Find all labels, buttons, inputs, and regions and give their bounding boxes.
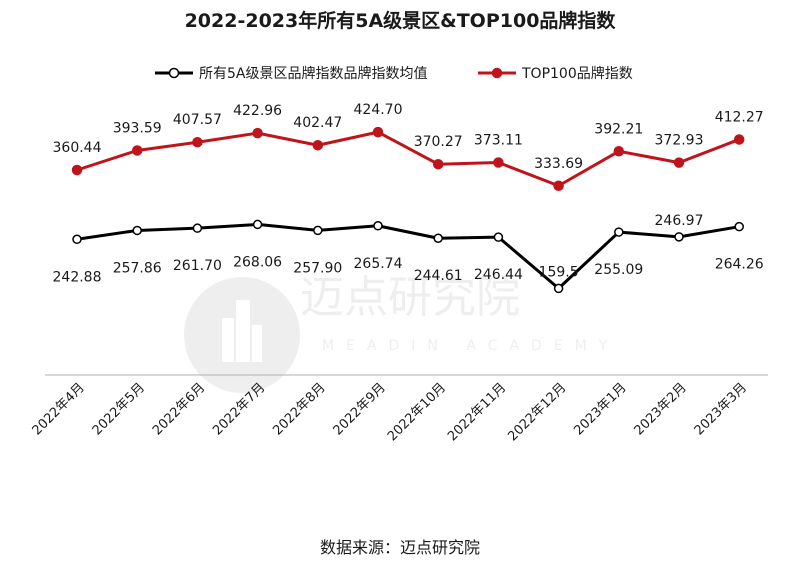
data-point (192, 223, 203, 233)
legend-marker (491, 67, 503, 79)
data-label: 255.09 (594, 262, 643, 278)
data-point (373, 221, 383, 231)
x-tick-label: 2023年2月 (632, 380, 690, 438)
data-point (613, 146, 625, 157)
data-point (312, 139, 324, 151)
data-label: 372.93 (655, 133, 704, 149)
data-point (733, 134, 745, 145)
data-label: 370.27 (414, 134, 463, 150)
data-point (432, 158, 444, 170)
legend-marker (168, 67, 180, 79)
legend: 所有5A级景区品牌指数品牌指数均值 TOP100品牌指数 (155, 65, 633, 82)
data-label: 159.5 (539, 264, 579, 280)
data-label: 333.69 (534, 156, 583, 172)
watermark-circle (184, 277, 300, 393)
watermark-logo: 迈点研究院 MEADIN ACADEMY (184, 272, 619, 393)
watermark-text: 迈点研究院 (300, 272, 520, 323)
data-label: 261.70 (173, 258, 222, 274)
x-tick-label: 2022年8月 (270, 380, 328, 438)
data-point (132, 225, 142, 236)
data-label: 373.11 (474, 133, 523, 149)
data-point (673, 157, 685, 168)
data-label: 264.26 (715, 257, 764, 273)
series-layer: 242.88 257.86 261.70 268.06 257.90 265.74 244.… (53, 102, 764, 294)
data-label: 257.90 (293, 260, 342, 276)
x-tick-label: 2022年10月 (385, 380, 449, 444)
x-tick-label: 2023年1月 (571, 380, 629, 438)
series-line (76, 222, 740, 290)
data-label: 402.47 (293, 115, 342, 131)
source-note: 数据来源：迈点研究院 (319, 538, 480, 557)
x-tick-label: 2022年6月 (150, 380, 208, 438)
data-point (493, 157, 504, 168)
data-point (131, 145, 143, 156)
data-point (72, 234, 82, 245)
watermark-tower (222, 318, 234, 362)
x-tick-label: 2022年12月 (505, 380, 569, 444)
data-label: 246.97 (655, 213, 704, 229)
data-point (313, 225, 323, 236)
data-point (372, 126, 384, 138)
data-point (192, 136, 203, 148)
data-point (553, 283, 564, 294)
data-point (252, 127, 263, 139)
x-tick-label: 2023年3月 (692, 380, 750, 438)
data-point (252, 219, 263, 230)
x-tick-label: 2022年11月 (445, 380, 509, 444)
chart-title: 2022-2023年所有5A级景区&TOP100品牌指数 (184, 10, 616, 32)
data-point (433, 233, 443, 243)
data-label: 265.74 (354, 256, 403, 272)
data-point (614, 227, 624, 237)
x-tick-label: 2022年9月 (331, 380, 389, 438)
data-point (734, 221, 744, 232)
data-label: 422.96 (233, 103, 282, 119)
series-line (76, 130, 740, 188)
x-tick-label: 2022年5月 (90, 380, 148, 438)
data-label: 392.21 (594, 121, 643, 137)
data-label: 242.88 (53, 269, 102, 285)
data-label: 393.59 (113, 120, 162, 136)
data-label: 257.86 (113, 260, 162, 276)
data-point (674, 232, 684, 242)
data-label: 246.44 (474, 267, 523, 283)
data-label: 360.44 (53, 140, 102, 156)
watermark-tower (252, 325, 262, 362)
data-point (553, 180, 564, 192)
watermark-tower (236, 300, 250, 362)
data-label: 412.27 (715, 109, 764, 125)
x-axis-ticks: 2022年4月 2022年5月 2022年6月 2022年7月 2022年8月 2022年… (30, 380, 750, 444)
data-label: 268.06 (233, 254, 282, 270)
data-point (71, 164, 83, 176)
data-label: 424.70 (354, 102, 403, 118)
legend-label: 所有5A级景区品牌指数品牌指数均值 (199, 65, 427, 82)
x-tick-label: 2022年4月 (30, 380, 88, 438)
data-label: 407.57 (173, 112, 222, 128)
legend-label: TOP100品牌指数 (521, 65, 633, 82)
data-label: 244.61 (414, 268, 463, 284)
watermark-subtext: MEADIN ACADEMY (322, 338, 619, 354)
data-point (493, 232, 504, 242)
